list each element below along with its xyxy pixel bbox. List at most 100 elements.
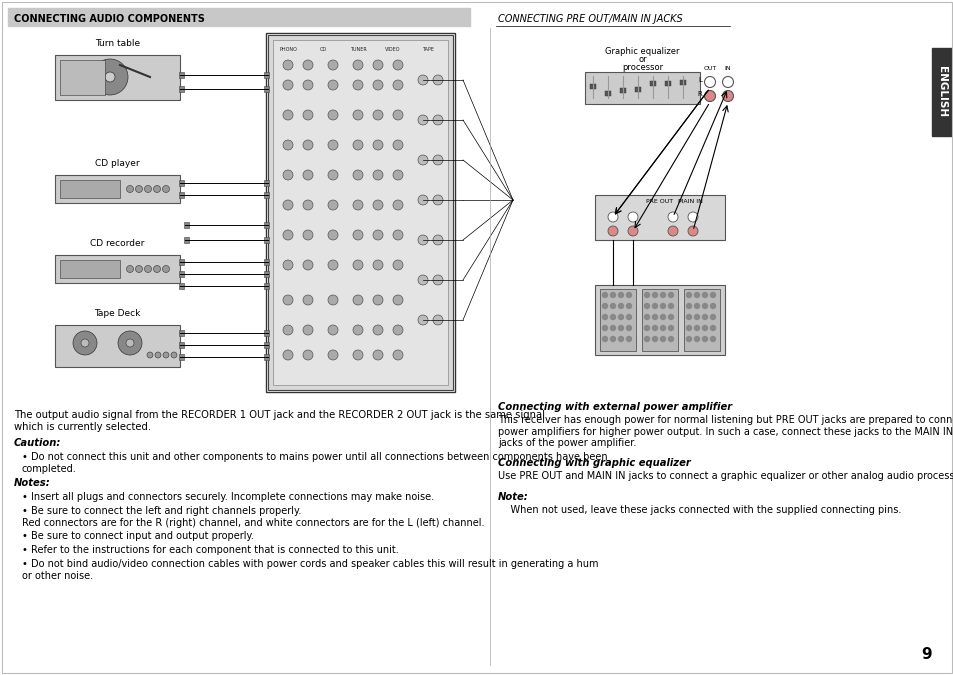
- Circle shape: [283, 350, 293, 360]
- Circle shape: [667, 212, 678, 222]
- Text: • Do not connect this unit and other components to mains power until all connect: • Do not connect this unit and other com…: [22, 452, 607, 474]
- Circle shape: [433, 195, 442, 205]
- Text: CONNECTING PRE OUT/MAIN IN JACKS: CONNECTING PRE OUT/MAIN IN JACKS: [497, 14, 682, 24]
- Bar: [55, 325, 180, 367]
- Text: PHONO: PHONO: [279, 47, 296, 52]
- Circle shape: [303, 80, 313, 90]
- Circle shape: [703, 90, 715, 101]
- Circle shape: [328, 325, 337, 335]
- Circle shape: [127, 265, 133, 273]
- Circle shape: [118, 331, 142, 355]
- Circle shape: [652, 292, 657, 298]
- Circle shape: [668, 325, 673, 331]
- Circle shape: [328, 80, 337, 90]
- Circle shape: [328, 110, 337, 120]
- Circle shape: [303, 110, 313, 120]
- Text: • Be sure to connect the left and right channels properly.
Red connectors are fo: • Be sure to connect the left and right …: [22, 506, 484, 528]
- Circle shape: [618, 304, 623, 308]
- Circle shape: [283, 80, 293, 90]
- Circle shape: [694, 325, 699, 331]
- Circle shape: [659, 304, 665, 308]
- Text: CD: CD: [319, 47, 326, 52]
- Circle shape: [659, 325, 665, 331]
- Text: Turn table: Turn table: [95, 39, 140, 48]
- Circle shape: [393, 350, 402, 360]
- Circle shape: [433, 155, 442, 165]
- Circle shape: [163, 352, 169, 358]
- Bar: [264, 330, 269, 336]
- Bar: [8, 8, 470, 26]
- Circle shape: [694, 304, 699, 308]
- Circle shape: [618, 325, 623, 331]
- Text: Connecting with graphic equalizer: Connecting with graphic equalizer: [497, 458, 690, 468]
- Circle shape: [303, 230, 313, 240]
- Circle shape: [644, 325, 649, 331]
- Bar: [60, 180, 120, 198]
- Circle shape: [154, 352, 161, 358]
- Circle shape: [610, 325, 615, 331]
- Circle shape: [710, 304, 715, 308]
- Circle shape: [373, 110, 382, 120]
- Circle shape: [607, 212, 618, 222]
- Circle shape: [283, 325, 293, 335]
- Bar: [649, 81, 656, 86]
- Text: Graphic equalizer: Graphic equalizer: [604, 47, 679, 56]
- Circle shape: [694, 337, 699, 342]
- Circle shape: [373, 80, 382, 90]
- Circle shape: [127, 186, 133, 192]
- Circle shape: [626, 292, 631, 298]
- Circle shape: [353, 350, 363, 360]
- Circle shape: [602, 304, 607, 308]
- Bar: [679, 80, 685, 85]
- Circle shape: [393, 260, 402, 270]
- Bar: [595, 285, 724, 355]
- Circle shape: [721, 76, 733, 88]
- Bar: [179, 259, 184, 265]
- Circle shape: [353, 110, 363, 120]
- Text: IN: IN: [724, 66, 731, 71]
- Circle shape: [353, 200, 363, 210]
- Circle shape: [283, 60, 293, 70]
- Bar: [60, 60, 105, 95]
- Circle shape: [710, 292, 715, 298]
- Text: Notes:: Notes:: [14, 478, 51, 488]
- Circle shape: [353, 230, 363, 240]
- Bar: [266, 33, 455, 392]
- Circle shape: [105, 72, 115, 82]
- Circle shape: [417, 155, 428, 165]
- Circle shape: [328, 350, 337, 360]
- Circle shape: [694, 292, 699, 298]
- Bar: [55, 255, 180, 283]
- Circle shape: [393, 60, 402, 70]
- Circle shape: [710, 315, 715, 319]
- Circle shape: [721, 90, 733, 101]
- Circle shape: [668, 337, 673, 342]
- Circle shape: [393, 80, 402, 90]
- Bar: [264, 180, 269, 186]
- Bar: [60, 260, 120, 278]
- Circle shape: [162, 265, 170, 273]
- Circle shape: [91, 59, 128, 95]
- Circle shape: [701, 325, 707, 331]
- Circle shape: [644, 292, 649, 298]
- Bar: [599, 289, 636, 351]
- Circle shape: [328, 230, 337, 240]
- Bar: [635, 87, 640, 92]
- Text: • Refer to the instructions for each component that is connected to this unit.: • Refer to the instructions for each com…: [22, 545, 398, 555]
- Bar: [584, 72, 700, 104]
- Bar: [179, 192, 184, 198]
- Circle shape: [417, 115, 428, 125]
- Circle shape: [433, 235, 442, 245]
- Bar: [184, 222, 189, 228]
- Bar: [264, 72, 269, 78]
- Text: • Insert all plugs and connectors securely. Incomplete connections may make nois: • Insert all plugs and connectors secure…: [22, 492, 434, 502]
- Text: Connecting with external power amplifier: Connecting with external power amplifier: [497, 402, 731, 412]
- Circle shape: [147, 352, 152, 358]
- Circle shape: [126, 339, 133, 347]
- Circle shape: [618, 337, 623, 342]
- Circle shape: [668, 315, 673, 319]
- Circle shape: [373, 260, 382, 270]
- Circle shape: [373, 200, 382, 210]
- Bar: [179, 354, 184, 360]
- Text: CONNECTING AUDIO COMPONENTS: CONNECTING AUDIO COMPONENTS: [14, 14, 205, 24]
